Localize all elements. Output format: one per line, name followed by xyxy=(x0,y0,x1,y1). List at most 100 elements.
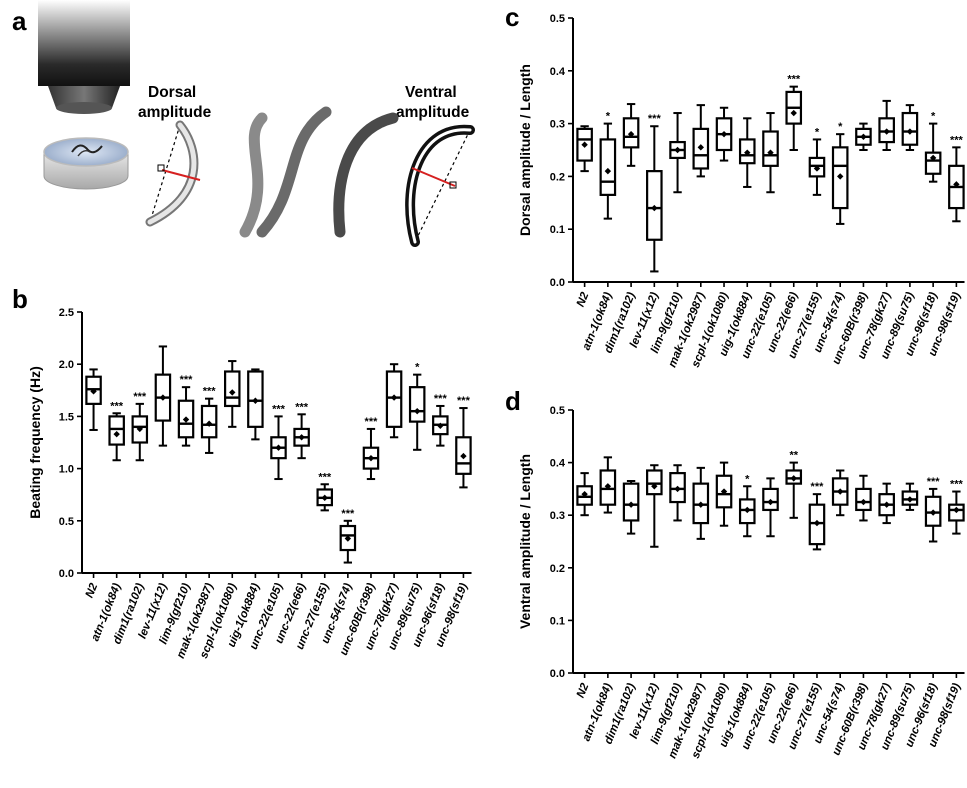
mean-marker-b-8 xyxy=(275,444,282,451)
worm-shape-2 xyxy=(256,106,332,238)
mean-marker-b-15 xyxy=(437,422,444,429)
microscope-objective xyxy=(38,0,130,114)
y-tick-label-d-2: 0.2 xyxy=(550,563,565,575)
box-c-8 xyxy=(762,112,779,194)
mean-marker-d-0 xyxy=(581,490,588,498)
worm-shape-3 xyxy=(333,112,399,238)
y-tick-label-b-4: 2.0 xyxy=(59,359,74,371)
significance-d-15: *** xyxy=(927,476,941,488)
box-c-10 xyxy=(808,138,826,196)
mean-marker-c-8 xyxy=(767,149,774,156)
mean-marker-d-12 xyxy=(860,498,867,506)
box-c-3 xyxy=(646,125,663,273)
mean-marker-d-4 xyxy=(674,485,681,493)
mean-marker-b-1 xyxy=(113,430,120,438)
mean-marker-d-7 xyxy=(744,506,751,514)
box-b-11 xyxy=(339,519,357,564)
mean-marker-b-10 xyxy=(321,494,328,502)
significance-c-3: *** xyxy=(648,113,662,125)
y-tick-label-c-1: 0.1 xyxy=(550,224,565,236)
significance-b-16: *** xyxy=(457,395,471,407)
y-tick-label-b-5: 2.5 xyxy=(59,307,74,319)
mean-marker-b-4 xyxy=(182,416,190,423)
mean-marker-d-2 xyxy=(627,501,635,508)
iqr-box-c-15 xyxy=(924,151,942,175)
mean-marker-b-7 xyxy=(252,397,259,404)
box-d-16 xyxy=(948,490,965,535)
significance-b-10: *** xyxy=(318,471,332,483)
y-tick-label-b-2: 1.0 xyxy=(59,464,74,476)
significance-b-11: *** xyxy=(341,508,355,520)
mean-marker-d-10 xyxy=(813,519,821,527)
significance-b-15: *** xyxy=(434,393,448,405)
significance-d-16: *** xyxy=(950,479,964,491)
significance-c-1: * xyxy=(606,111,611,123)
box-c-16 xyxy=(948,146,965,223)
box-d-3 xyxy=(646,464,663,548)
y-tick-label-b-0: 0.0 xyxy=(59,568,74,580)
y-tick-label-c-0: 0.0 xyxy=(550,277,565,289)
dorsal-label-line1: Dorsal xyxy=(148,84,196,101)
y-tick-label-c-3: 0.3 xyxy=(550,119,565,131)
box-b-5 xyxy=(200,397,218,454)
y-tick-label-d-5: 0.5 xyxy=(550,405,565,417)
mean-marker-b-5 xyxy=(205,420,213,427)
category-label-d-0: N2 xyxy=(575,681,592,700)
worm-dorsal-outline xyxy=(145,120,201,227)
box-b-8 xyxy=(270,415,287,481)
significance-b-12: *** xyxy=(365,416,379,428)
mean-marker-d-15 xyxy=(929,509,937,516)
box-d-15 xyxy=(924,487,942,543)
category-label-b-0: N2 xyxy=(84,581,101,600)
box-c-0 xyxy=(576,125,593,173)
panel-label-b: b xyxy=(12,284,28,314)
box-b-1 xyxy=(108,412,125,462)
mean-marker-b-9 xyxy=(298,434,305,441)
y-tick-label-d-3: 0.3 xyxy=(550,510,565,522)
significance-b-1: *** xyxy=(110,400,124,412)
mean-marker-c-3 xyxy=(651,204,658,212)
significance-b-9: *** xyxy=(295,401,309,413)
mean-marker-d-3 xyxy=(651,483,658,490)
significance-d-10: *** xyxy=(811,481,825,493)
y-axis-label-c: Dorsal amplitude / Length xyxy=(517,64,533,236)
y-tick-label-b-3: 1.5 xyxy=(59,411,74,423)
significance-c-11: * xyxy=(838,121,843,133)
mean-marker-c-11 xyxy=(837,173,844,180)
box-c-7 xyxy=(738,117,756,188)
box-b-15 xyxy=(432,404,449,447)
box-c-6 xyxy=(715,106,733,162)
iqr-box-b-6 xyxy=(223,370,241,408)
box-d-7 xyxy=(738,485,756,538)
mean-marker-c-7 xyxy=(744,149,751,156)
mean-marker-b-16 xyxy=(460,452,467,460)
significance-c-15: * xyxy=(931,111,936,123)
panel-c-chart: 0.0 0.1 0.2 0.3 0.4 0.5 Dorsal amplitude / Len… xyxy=(517,13,965,369)
box-b-10 xyxy=(316,483,334,512)
box-d-6 xyxy=(715,461,733,527)
significance-d-9: ** xyxy=(789,450,798,462)
mean-marker-d-1 xyxy=(604,483,612,490)
panel-label-d: d xyxy=(505,386,521,416)
iqr-box-b-14 xyxy=(408,386,426,423)
panel-label-a: a xyxy=(12,6,27,36)
mean-marker-d-6 xyxy=(720,488,728,495)
box-c-12 xyxy=(855,122,872,151)
significance-c-10: * xyxy=(815,126,820,138)
significance-b-2: *** xyxy=(133,391,147,403)
box-d-2 xyxy=(622,480,640,535)
mean-marker-d-5 xyxy=(697,501,704,508)
box-d-5 xyxy=(692,466,710,540)
mean-marker-c-15 xyxy=(929,154,937,162)
panel-label-c: c xyxy=(505,2,519,32)
mean-marker-b-0 xyxy=(90,388,97,395)
box-d-11 xyxy=(831,469,849,517)
box-d-13 xyxy=(878,482,895,525)
significance-b-4: *** xyxy=(180,374,194,386)
box-d-10 xyxy=(808,493,826,551)
box-c-13 xyxy=(878,99,895,151)
box-b-12 xyxy=(362,427,380,481)
iqr-box-b-1 xyxy=(108,415,125,446)
panel-d-chart: 0.0 0.1 0.2 0.3 0.4 0.5 Ventral amplitude / Le… xyxy=(517,405,965,760)
mean-marker-d-11 xyxy=(837,488,844,495)
